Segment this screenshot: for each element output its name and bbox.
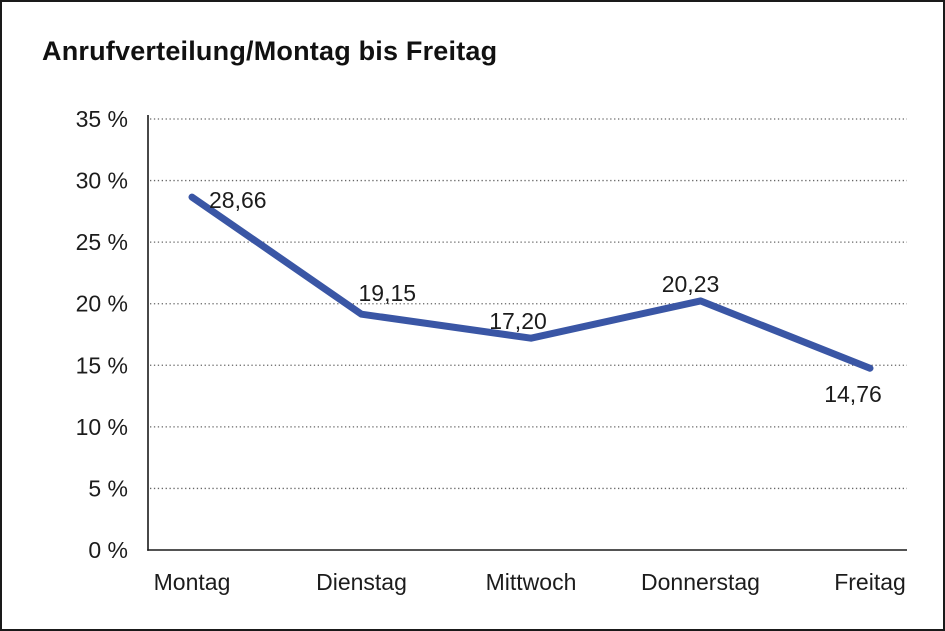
data-series-line xyxy=(188,193,874,372)
data-point-label: 17,20 xyxy=(489,308,547,334)
x-axis-category-labels: Montag Dienstag Mittwoch Donnerstag Freitag xyxy=(154,569,906,595)
x-category-label: Mittwoch xyxy=(486,569,577,595)
x-category-label: Freitag xyxy=(834,569,906,595)
y-tick-label: 10 % xyxy=(76,414,128,440)
data-point-label: 20,23 xyxy=(662,271,720,297)
x-category-label: Dienstag xyxy=(316,569,407,595)
x-category-label: Donnerstag xyxy=(641,569,760,595)
data-point-label: 28,66 xyxy=(209,187,267,213)
y-tick-label: 15 % xyxy=(76,352,128,378)
chart-title: Anrufverteilung/Montag bis Freitag xyxy=(42,36,498,66)
y-tick-label: 30 % xyxy=(76,168,128,194)
x-category-label: Montag xyxy=(154,569,231,595)
y-tick-label: 0 % xyxy=(88,537,128,563)
axes xyxy=(147,115,907,551)
data-point-label: 14,76 xyxy=(824,381,882,407)
gridlines xyxy=(150,118,907,490)
data-point-labels: 28,66 19,15 17,20 20,23 14,76 xyxy=(209,187,882,407)
data-point-label: 19,15 xyxy=(359,280,417,306)
y-tick-label: 35 % xyxy=(76,106,128,132)
y-tick-label: 20 % xyxy=(76,291,128,317)
y-tick-label: 5 % xyxy=(88,475,128,501)
y-tick-label: 25 % xyxy=(76,229,128,255)
y-axis-tick-labels: 0 % 5 % 10 % 15 % 20 % 25 % 30 % 35 % xyxy=(76,106,128,563)
